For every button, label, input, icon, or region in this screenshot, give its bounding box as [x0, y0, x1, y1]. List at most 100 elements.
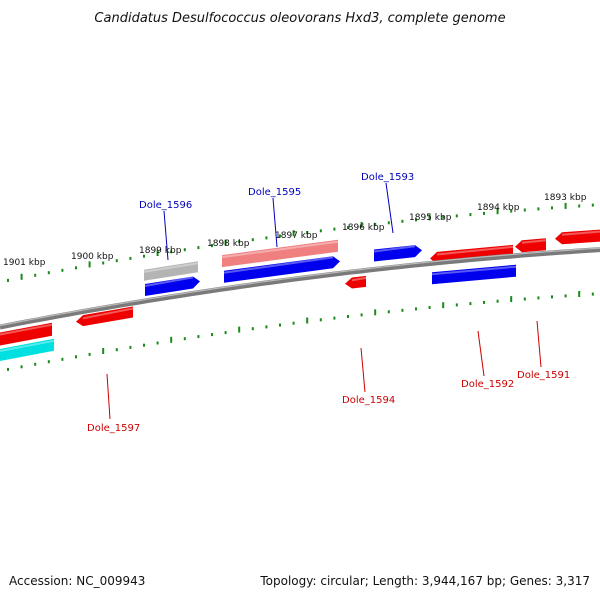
gene-red-right — [555, 229, 600, 245]
tick-labels: 1901 kbp 1900 kbp 1899 kbp 1898 kbp 1897 kbp… — [3, 193, 587, 268]
minor-tick — [211, 244, 213, 248]
minor-tick — [115, 259, 118, 263]
gene-label: Dole_1596 — [139, 200, 192, 211]
minor-tick — [469, 213, 472, 217]
gene-blue-right-sheen — [431, 265, 517, 276]
minor-tick — [34, 362, 37, 366]
minor-tick — [387, 221, 390, 225]
genome-backbone — [0, 247, 600, 330]
minor-tick — [455, 303, 458, 307]
minor-tick — [537, 296, 540, 300]
minor-tick — [483, 300, 485, 304]
gene-dole-1595 — [224, 256, 340, 283]
minor-tick — [238, 240, 241, 244]
minor-tick — [224, 331, 227, 335]
minor-tick — [319, 318, 322, 322]
gene-dole-1595-pseudo-sheen — [221, 240, 339, 259]
inner-tick-track — [7, 291, 594, 371]
leader-line — [477, 330, 485, 377]
minor-tick — [578, 204, 581, 208]
label-leaders — [106, 182, 542, 420]
gene-labels: Dole_1596 Dole_1595 Dole_1593 Dole_1597 Dole… — [87, 172, 570, 434]
minor-tick — [496, 299, 499, 303]
minor-tick — [170, 250, 173, 254]
major-tick — [496, 208, 499, 215]
minor-tick — [333, 227, 336, 231]
minor-tick — [183, 337, 186, 341]
gene-label: Dole_1591 — [517, 370, 570, 381]
major-tick — [292, 230, 295, 237]
major-tick — [306, 317, 309, 324]
minor-tick — [279, 234, 281, 238]
leader-line — [163, 210, 169, 261]
gene-dole-1593 — [374, 245, 422, 262]
minor-tick — [183, 248, 186, 252]
minor-tick — [347, 226, 349, 229]
minor-tick — [591, 203, 594, 207]
major-tick — [428, 214, 431, 221]
minor-tick — [88, 352, 91, 356]
minor-tick — [279, 323, 281, 327]
topology-text: Topology: circular; Length: 3,944,167 bp… — [260, 574, 590, 588]
minor-tick — [387, 310, 390, 314]
gene-red-left — [0, 322, 52, 346]
minor-tick — [469, 302, 472, 306]
tick-label: 1897 kbp — [275, 231, 318, 241]
minor-tick — [197, 335, 200, 339]
gene-label: Dole_1592 — [461, 379, 514, 390]
major-tick — [224, 239, 227, 246]
gene-label: Dole_1593 — [361, 172, 414, 183]
tick-label: 1899 kbp — [139, 246, 182, 256]
major-tick — [578, 291, 581, 297]
minor-tick — [551, 295, 553, 299]
major-tick — [374, 309, 377, 316]
gene-red-left-sheen — [0, 323, 53, 336]
minor-tick — [523, 208, 526, 212]
minor-tick — [564, 294, 567, 298]
minor-tick — [211, 333, 213, 337]
minor-tick — [47, 271, 50, 275]
minor-tick — [442, 215, 445, 219]
gene-cyan — [0, 338, 54, 361]
major-tick — [510, 296, 513, 303]
minor-tick — [360, 313, 363, 317]
minor-tick — [333, 316, 336, 320]
minor-tick — [401, 308, 404, 312]
gene-dole-1593-sheen — [373, 245, 416, 253]
major-tick — [88, 261, 91, 268]
minor-tick — [251, 327, 254, 331]
gene-dole-1595-sheen — [223, 256, 334, 274]
major-tick — [20, 273, 23, 280]
minor-tick — [415, 218, 417, 222]
leader-line — [106, 373, 111, 420]
minor-tick — [251, 238, 254, 242]
backbone-highlight — [0, 247, 600, 327]
minor-tick — [523, 297, 526, 301]
gene-gray — [144, 261, 198, 281]
major-tick — [360, 221, 363, 228]
outer-tick-track — [7, 202, 594, 282]
minor-tick — [129, 345, 132, 349]
gene-dole-1596-sheen — [144, 276, 194, 287]
minor-tick — [483, 211, 485, 215]
tick-label: 1900 kbp — [71, 252, 114, 262]
minor-tick — [551, 206, 553, 210]
minor-tick — [347, 315, 349, 318]
minor-tick — [197, 246, 200, 250]
major-tick — [156, 250, 159, 256]
leader-line — [360, 347, 366, 393]
tick-label: 1894 kbp — [477, 203, 520, 213]
tick-label: 1898 kbp — [207, 239, 250, 249]
minor-tick — [102, 261, 105, 265]
minor-tick — [265, 325, 268, 329]
minor-tick — [20, 365, 23, 369]
map-title: Candidatus Desulfococcus oleovorans Hxd3… — [94, 11, 505, 26]
minor-tick — [306, 231, 309, 234]
gene-blue-right — [432, 264, 516, 285]
gene-red-right-sheen — [561, 230, 600, 236]
minor-tick — [47, 360, 50, 364]
gene-label: Dole_1594 — [342, 395, 395, 406]
major-tick — [238, 326, 241, 333]
gene-cyan-sheen — [0, 339, 55, 352]
